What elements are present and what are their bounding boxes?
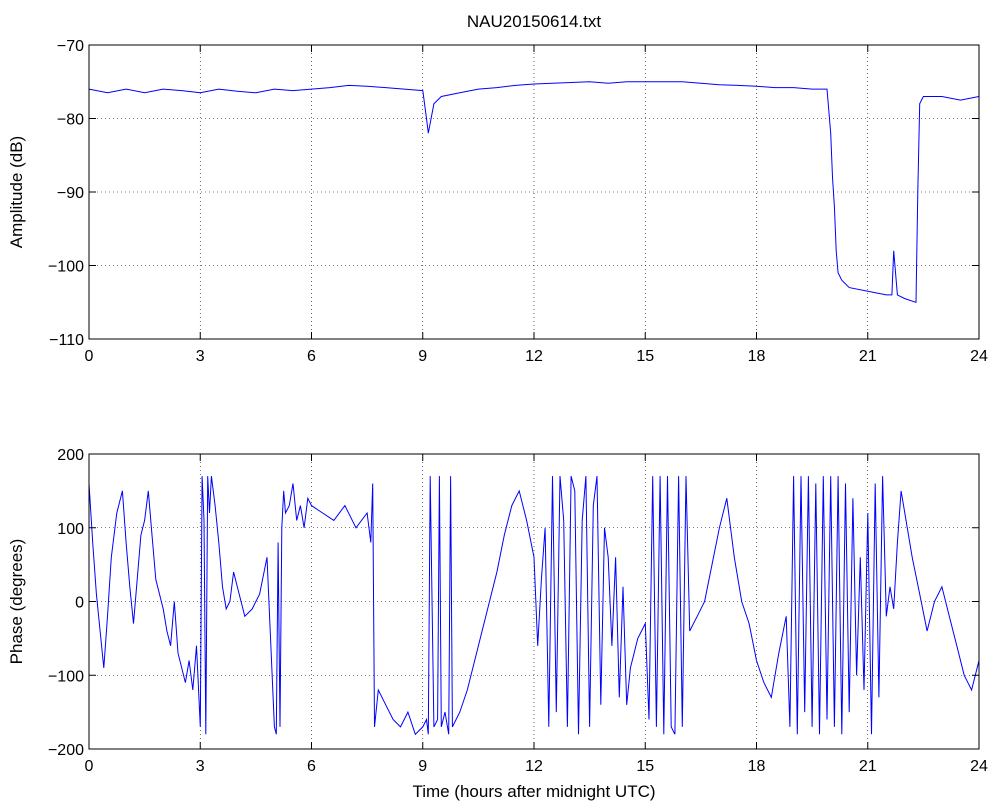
amplitude-x-tick-label: 21	[859, 348, 877, 365]
amplitude-x-tick-label: 3	[196, 348, 205, 365]
phase-x-axis-label: Time (hours after midnight UTC)	[412, 782, 655, 801]
phase-y-tick-label: 0	[75, 595, 84, 612]
amplitude-y-tick-label: −90	[57, 185, 84, 202]
phase-x-tick-label: 12	[525, 758, 543, 775]
amplitude-x-tick-label: 0	[85, 348, 94, 365]
chart-title: NAU20150614.txt	[467, 12, 601, 31]
phase-x-tick-label: 24	[970, 758, 988, 775]
amplitude-x-tick-label: 6	[307, 348, 316, 365]
phase-x-tick-label: 3	[196, 758, 205, 775]
amplitude-plot: 0 3 6 9 12 15 18 21 24 −110 −100 −90 −80 −70 NAU20150…	[7, 12, 988, 365]
phase-y-tick-label: −100	[48, 668, 84, 685]
phase-plot: 0 3 6 9 12 15 18 21 24 −200 −100 0 100 200 Time (hour…	[7, 447, 988, 801]
phase-y-axis-label: Phase (degrees)	[7, 539, 26, 665]
phase-series-line	[88, 475, 980, 736]
phase-x-tick-label: 15	[636, 758, 654, 775]
amplitude-x-tick-label: 9	[418, 348, 427, 365]
amplitude-y-axis-label: Amplitude (dB)	[7, 136, 26, 248]
phase-x-tick-label: 6	[307, 758, 316, 775]
phase-x-tick-label: 18	[748, 758, 766, 775]
amplitude-x-tick-label: 18	[748, 348, 766, 365]
phase-y-tick-label: −200	[48, 742, 84, 759]
amplitude-x-tick-label: 15	[636, 348, 654, 365]
amplitude-x-tick-label: 12	[525, 348, 543, 365]
amplitude-y-tick-label: −110	[49, 332, 84, 349]
amplitude-ticks: 0 3 6 9 12 15 18 21 24 −110 −100 −90 −80 −70	[48, 38, 988, 365]
phase-x-tick-label: 0	[85, 758, 94, 775]
phase-ticks: 0 3 6 9 12 15 18 21 24 −200 −100 0 100 200	[48, 447, 988, 775]
amplitude-x-tick-label: 24	[970, 348, 988, 365]
phase-y-tick-label: 100	[57, 521, 84, 538]
phase-y-tick-label: 200	[57, 447, 84, 464]
phase-grid	[89, 454, 979, 749]
amplitude-y-tick-label: −70	[57, 38, 84, 55]
amplitude-series-line	[88, 81, 980, 303]
phase-x-tick-label: 9	[418, 758, 427, 775]
amplitude-y-tick-label: −100	[48, 259, 84, 276]
phase-x-tick-label: 21	[859, 758, 877, 775]
amplitude-y-tick-label: −80	[57, 112, 84, 129]
